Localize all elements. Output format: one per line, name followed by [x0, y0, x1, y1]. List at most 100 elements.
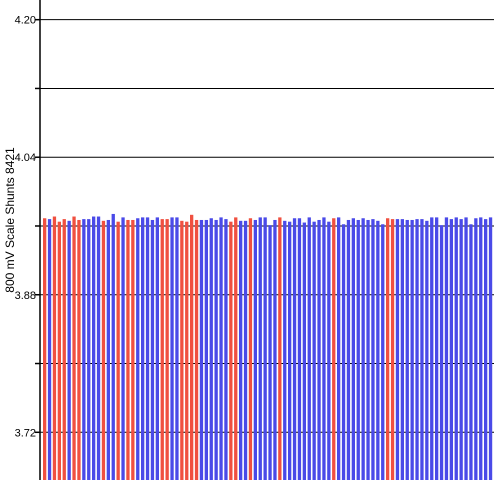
bar [479, 217, 483, 480]
bar [390, 219, 395, 480]
bar [239, 220, 243, 480]
bar [87, 219, 91, 480]
bar [150, 219, 155, 480]
bar [327, 221, 331, 480]
bar [307, 217, 311, 480]
bar [444, 217, 449, 480]
bar [273, 219, 277, 480]
bar [96, 216, 101, 480]
bar [165, 219, 169, 480]
bar [234, 217, 238, 480]
bar [253, 219, 257, 480]
bar [356, 219, 360, 480]
bar [126, 219, 130, 480]
bar [52, 216, 57, 480]
bar [302, 222, 306, 480]
bar [131, 219, 135, 480]
bar [170, 217, 174, 480]
bar [288, 221, 292, 480]
bar [62, 219, 66, 480]
bar [190, 214, 194, 480]
bar [449, 219, 453, 480]
bar [386, 218, 390, 480]
bar [400, 219, 404, 480]
bar [395, 219, 400, 480]
bar [141, 217, 145, 480]
bar [204, 219, 208, 480]
bar [82, 219, 86, 480]
bar [459, 219, 463, 480]
bar [67, 220, 71, 480]
y-axis-ticks: 3.72 3.88 4.04 4.20 [15, 15, 40, 439]
bar [381, 224, 385, 480]
bar [248, 218, 253, 480]
bar-series [43, 213, 493, 480]
bar [219, 217, 223, 480]
bar [145, 217, 150, 480]
bar [268, 225, 272, 480]
bar [224, 219, 228, 480]
bar [121, 217, 125, 480]
bar [371, 219, 375, 480]
bar [209, 218, 213, 480]
bar [346, 219, 351, 480]
bar [278, 217, 282, 480]
bar [405, 219, 409, 480]
bar [425, 220, 429, 480]
grid-lines [40, 19, 494, 433]
bar [474, 218, 478, 480]
bar [106, 219, 110, 480]
bar [337, 217, 341, 480]
bar [341, 224, 346, 480]
bar [469, 224, 473, 480]
bar [180, 220, 184, 480]
bar [92, 216, 96, 480]
bar [194, 219, 199, 480]
bar [160, 219, 164, 480]
bar [464, 217, 468, 480]
y-tick-label: 4.20 [15, 15, 36, 27]
bar [214, 219, 218, 480]
bar [283, 220, 287, 480]
bar [229, 221, 233, 480]
y-tick-label: 3.72 [15, 427, 36, 439]
bar [435, 217, 439, 480]
y-axis-title: 800 mV Scale Shunts 8421 [3, 147, 17, 293]
bar [484, 219, 488, 480]
bar [77, 219, 81, 480]
bar [366, 219, 370, 480]
bar [47, 219, 52, 480]
bar [454, 217, 458, 480]
bar [101, 220, 106, 480]
bar [420, 219, 424, 480]
bar [263, 217, 267, 480]
bar [116, 221, 120, 480]
bar [43, 218, 47, 480]
bar [175, 217, 179, 480]
bar [243, 220, 248, 480]
bar [185, 221, 189, 480]
bar [361, 218, 365, 480]
bar [332, 218, 336, 480]
bar [57, 221, 61, 480]
bar [292, 218, 297, 480]
bar [488, 217, 493, 480]
bar [136, 218, 140, 480]
bar [415, 219, 419, 480]
bar [155, 217, 159, 480]
bar [410, 219, 414, 480]
bar [376, 220, 380, 480]
bar [312, 221, 316, 480]
bar [351, 218, 355, 480]
bar [430, 217, 434, 480]
bar [317, 219, 321, 480]
bar [72, 216, 76, 480]
bar [111, 213, 115, 480]
y-tick-label: 3.88 [15, 290, 36, 302]
bar [439, 225, 444, 480]
y-tick-label: 4.04 [15, 152, 36, 164]
bar [199, 219, 204, 480]
bar [258, 217, 262, 480]
bar [322, 217, 326, 480]
